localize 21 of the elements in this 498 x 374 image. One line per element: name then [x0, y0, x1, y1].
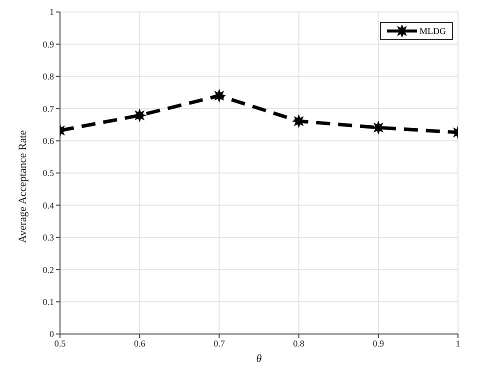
y-tick-label: 0.9: [42, 39, 54, 50]
y-tick-label: 0.5: [42, 168, 54, 178]
y-tick-label: 0.1: [42, 296, 54, 307]
y-tick-label: 1: [50, 7, 54, 18]
x-tick-label: 0.8: [293, 338, 305, 348]
x-axis-title: θ: [256, 353, 262, 365]
y-tick-label: 0.2: [42, 264, 54, 275]
y-tick-label: 0.7: [42, 104, 54, 114]
y-tick-label: 0.3: [42, 232, 54, 243]
legend-label: MLDG: [420, 26, 446, 36]
point: [212, 88, 226, 103]
x-tick-label: 0.7: [214, 338, 226, 348]
x-tick-label: 1: [456, 338, 460, 348]
x-tick-label: 0.9: [372, 338, 385, 348]
y-tick-label: 0.8: [42, 72, 54, 82]
y-axis-title: Average Acceptance Rate: [16, 130, 29, 243]
y-tick-label: 0.6: [42, 136, 54, 146]
y-tick-label: 0: [50, 329, 54, 340]
x-tick-label: 0.6: [134, 338, 146, 348]
point: [292, 114, 306, 128]
y-tick-label: 0.4: [42, 200, 54, 210]
